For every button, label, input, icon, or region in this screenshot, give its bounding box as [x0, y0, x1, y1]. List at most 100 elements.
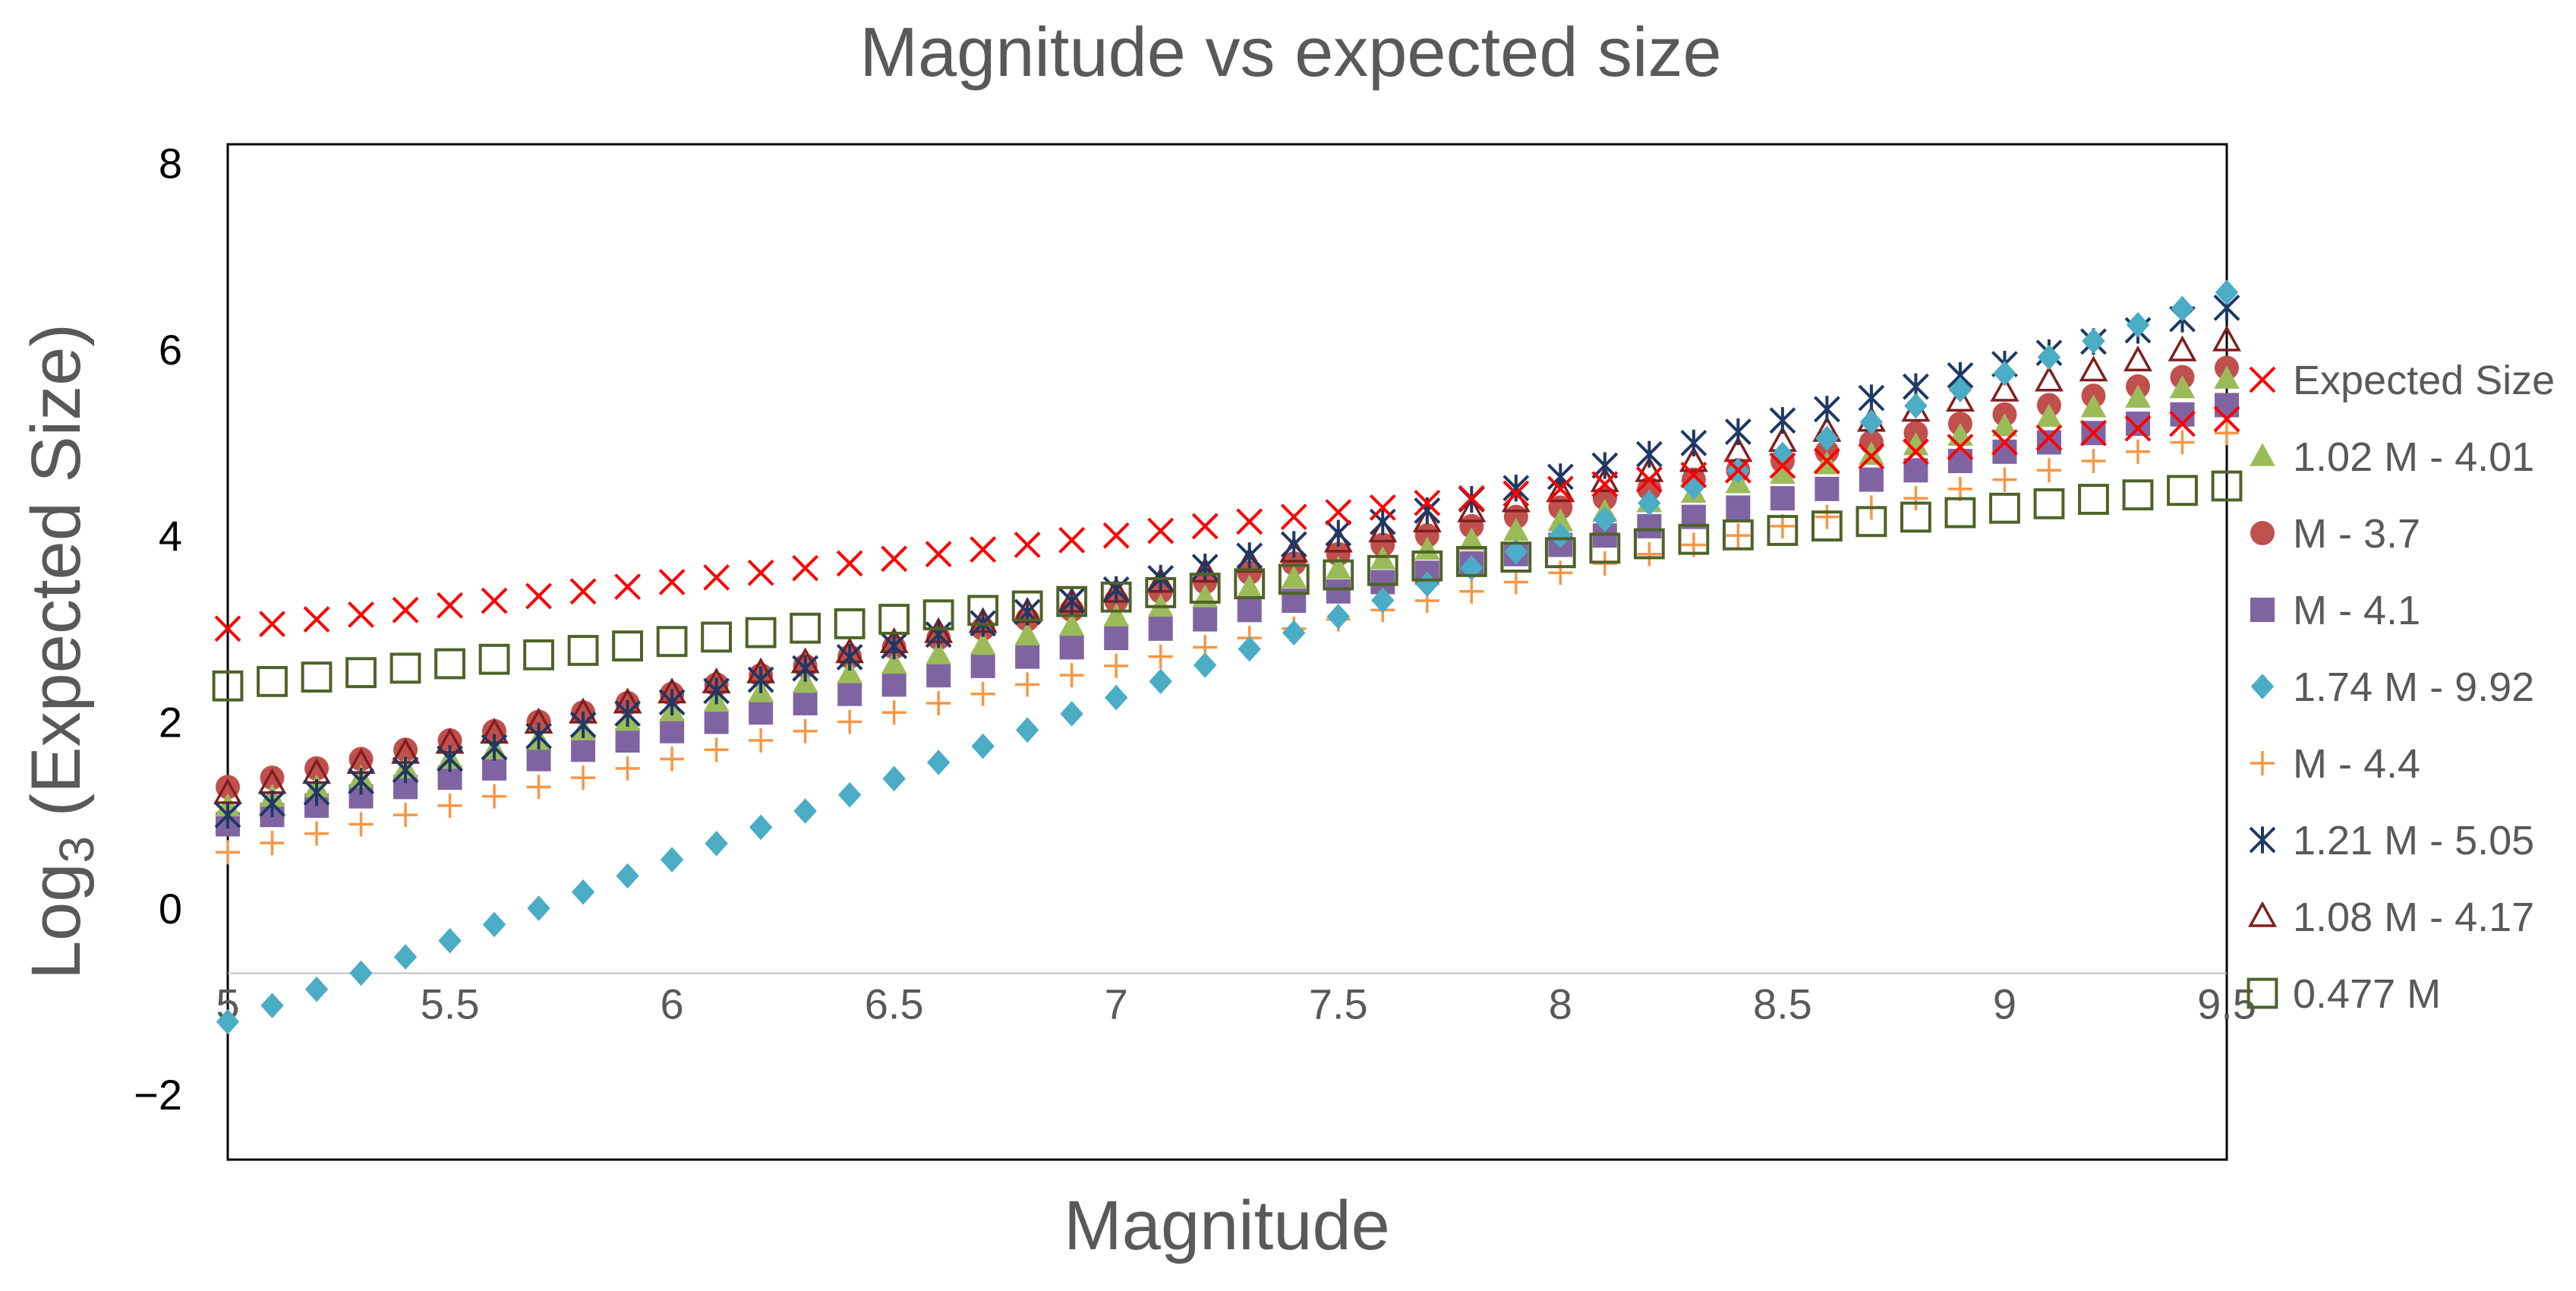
- data-point: [569, 578, 597, 605]
- data-point: [1193, 652, 1217, 678]
- data-point: [1367, 554, 1398, 586]
- data-point: [705, 830, 728, 857]
- data-point: [1502, 480, 1530, 507]
- x-tick-label: 6.5: [865, 980, 924, 1028]
- data-point: [2124, 415, 2152, 442]
- data-point: [926, 663, 951, 688]
- data-point: [1412, 506, 1442, 533]
- data-point: [1148, 644, 1173, 669]
- data-point: [1102, 576, 1130, 603]
- data-point: [478, 643, 510, 675]
- data-point: [1103, 603, 1130, 627]
- y-axis-label-suffix: (Expected Size): [17, 324, 95, 836]
- data-point: [660, 847, 684, 873]
- data-point: [1234, 568, 1266, 600]
- data-point: [481, 587, 508, 614]
- data-point: [1591, 471, 1619, 498]
- data-point: [1858, 443, 1885, 470]
- data-point: [1859, 441, 1884, 465]
- legend-label: 1.21 M - 5.05: [2293, 818, 2534, 863]
- legend-label: 1.08 M - 4.17: [2293, 895, 2534, 940]
- data-point: [2079, 355, 2108, 382]
- legend-label: 1.74 M - 9.92: [2293, 664, 2534, 710]
- data-point: [792, 655, 819, 682]
- data-point: [437, 745, 463, 772]
- data-point: [2169, 410, 2196, 437]
- data-point: [1903, 486, 1928, 511]
- data-point: [1589, 532, 1621, 564]
- data-point: [523, 639, 554, 671]
- data-point: [1726, 495, 1751, 520]
- data-point: [970, 653, 995, 678]
- data-point: [1504, 538, 1528, 565]
- legend-marker: [2250, 674, 2275, 699]
- data-point: [1726, 523, 1751, 548]
- legend-marker: [2249, 366, 2276, 393]
- data-point: [1145, 577, 1177, 608]
- data-point: [1325, 499, 1352, 526]
- data-point: [1282, 551, 1307, 576]
- data-point: [1455, 546, 1487, 577]
- data-point: [1105, 684, 1128, 711]
- y-axis-label-base: 3: [49, 836, 104, 863]
- data-point: [1813, 447, 1840, 475]
- data-point: [1769, 452, 1796, 479]
- legend-item: M - 4.4: [2250, 741, 2420, 787]
- x-tick-label: 7.5: [1309, 980, 1368, 1028]
- data-point: [1637, 513, 1662, 538]
- data-point: [2213, 406, 2240, 433]
- data-point: [1547, 463, 1574, 491]
- x-tick-label: 8.5: [1753, 980, 1812, 1028]
- data-point: [216, 840, 240, 865]
- legend-marker: [2247, 977, 2278, 1009]
- data-point: [2126, 311, 2150, 338]
- data-point: [837, 681, 862, 706]
- data-point: [1411, 550, 1443, 582]
- data-point: [482, 784, 507, 809]
- data-point: [1325, 555, 1351, 579]
- data-point: [1189, 573, 1221, 604]
- data-point: [257, 666, 288, 697]
- data-point: [1236, 542, 1263, 570]
- data-point: [260, 830, 285, 855]
- data-point: [1904, 393, 1928, 419]
- data-point: [1060, 701, 1083, 727]
- data-point: [259, 790, 285, 817]
- data-point: [1947, 434, 1974, 461]
- data-point: [970, 536, 997, 563]
- data-point: [482, 911, 506, 938]
- data-point: [1458, 527, 1485, 551]
- data-point: [1238, 636, 1261, 662]
- data-point: [1992, 467, 2017, 492]
- legend-item: M - 4.1: [2250, 588, 2420, 633]
- data-point: [660, 718, 685, 743]
- data-point: [2215, 421, 2239, 446]
- data-point: [970, 681, 995, 706]
- data-point: [1371, 587, 1395, 614]
- data-point: [348, 601, 374, 628]
- data-point: [301, 661, 333, 693]
- data-point: [1104, 653, 1129, 678]
- data-point: [2036, 458, 2061, 483]
- data-point: [2081, 449, 2106, 474]
- data-point: [1059, 635, 1084, 660]
- data-point: [1502, 475, 1530, 502]
- data-point: [792, 554, 819, 582]
- data-point: [1769, 407, 1796, 434]
- data-point: [1724, 456, 1751, 484]
- data-point: [1281, 565, 1307, 589]
- data-point: [2035, 424, 2063, 451]
- data-point: [482, 718, 507, 743]
- data-point: [2080, 394, 2107, 418]
- data-point: [793, 798, 817, 824]
- y-tick-label: 6: [159, 326, 182, 374]
- data-point: [1991, 413, 2018, 437]
- legend-label: M - 4.1: [2293, 588, 2420, 633]
- data-point: [926, 690, 951, 715]
- data-point: [1637, 476, 1662, 501]
- data-point: [214, 615, 241, 642]
- legend-marker: [2248, 901, 2277, 927]
- data-point: [571, 879, 595, 905]
- data-point: [437, 592, 463, 619]
